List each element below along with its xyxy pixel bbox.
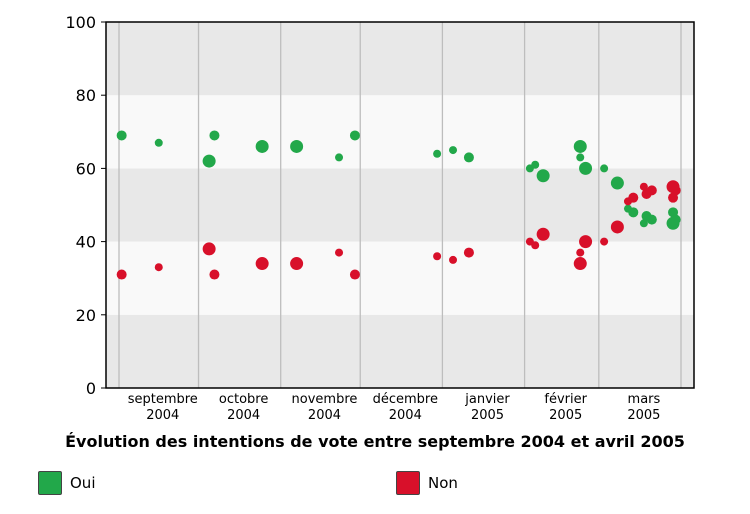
point-non	[255, 257, 269, 271]
grid-band	[106, 241, 694, 315]
y-tick-label: 0	[86, 379, 96, 398]
y-tick-label: 20	[76, 306, 96, 325]
point-oui	[255, 139, 269, 153]
point-non	[670, 185, 681, 196]
point-non	[646, 185, 657, 196]
point-oui	[576, 153, 585, 162]
y-tick-label: 60	[76, 159, 96, 178]
point-oui	[646, 214, 657, 225]
point-oui	[202, 154, 216, 168]
x-month-label: décembre	[373, 392, 438, 407]
point-oui	[628, 207, 639, 218]
point-non	[610, 220, 624, 234]
vote-intention-chart: 020406080100septembre2004octobre2004nove…	[65, 13, 695, 423]
point-non	[116, 269, 127, 280]
point-non	[335, 248, 344, 257]
point-oui	[463, 152, 474, 163]
point-oui	[209, 130, 220, 141]
x-month-label: mars	[628, 392, 661, 407]
point-oui	[600, 164, 609, 173]
x-month-label: octobre	[219, 392, 268, 407]
plot-frame	[105, 21, 695, 389]
legend-swatch-non	[396, 471, 420, 495]
x-year-label: 2004	[146, 408, 179, 423]
x-month-label: janvier	[464, 392, 510, 407]
y-tick-label: 80	[76, 86, 96, 105]
point-non	[349, 269, 360, 280]
point-oui	[670, 214, 681, 225]
point-oui	[573, 139, 587, 153]
y-tick-label: 40	[76, 233, 96, 252]
point-oui	[349, 130, 360, 141]
x-year-label: 2005	[471, 408, 504, 423]
point-oui	[610, 176, 624, 190]
point-oui	[449, 146, 458, 155]
point-non	[573, 257, 587, 271]
point-non	[449, 255, 458, 264]
x-year-label: 2004	[389, 408, 422, 423]
point-non	[600, 237, 609, 246]
point-oui	[536, 169, 550, 183]
x-month-label: février	[544, 392, 587, 407]
x-year-label: 2004	[227, 408, 260, 423]
point-oui	[531, 160, 540, 169]
point-non	[463, 247, 474, 258]
grid-band	[106, 168, 694, 242]
point-non	[576, 248, 585, 257]
legend-swatch-oui	[38, 471, 62, 495]
legend-label-non: Non	[428, 474, 458, 492]
grid-band	[106, 95, 694, 169]
legend-item-non: Non	[396, 470, 458, 496]
point-non	[290, 257, 304, 271]
x-month-label: novembre	[292, 392, 358, 407]
point-non	[536, 227, 550, 241]
y-tick-label: 100	[65, 13, 96, 32]
point-non	[579, 235, 593, 249]
point-non	[628, 192, 639, 203]
point-oui	[116, 130, 127, 141]
x-month-label: septembre	[128, 392, 198, 407]
point-non	[639, 182, 648, 191]
point-non	[154, 263, 163, 272]
point-non	[433, 252, 442, 261]
legend-label-oui: Oui	[70, 474, 96, 492]
point-non	[209, 269, 220, 280]
point-oui	[639, 219, 648, 228]
grid-band	[106, 22, 694, 96]
x-year-label: 2004	[308, 408, 341, 423]
x-year-label: 2005	[627, 408, 660, 423]
point-non	[202, 242, 216, 256]
point-oui	[154, 138, 163, 147]
point-oui	[579, 161, 593, 175]
grid-band	[106, 314, 694, 388]
point-non	[531, 241, 540, 250]
chart-title: Évolution des intentions de vote entre s…	[65, 432, 685, 451]
point-oui	[290, 139, 304, 153]
legend-item-oui: Oui	[38, 470, 95, 496]
point-oui	[335, 153, 344, 162]
point-oui	[433, 149, 442, 158]
x-year-label: 2005	[549, 408, 582, 423]
